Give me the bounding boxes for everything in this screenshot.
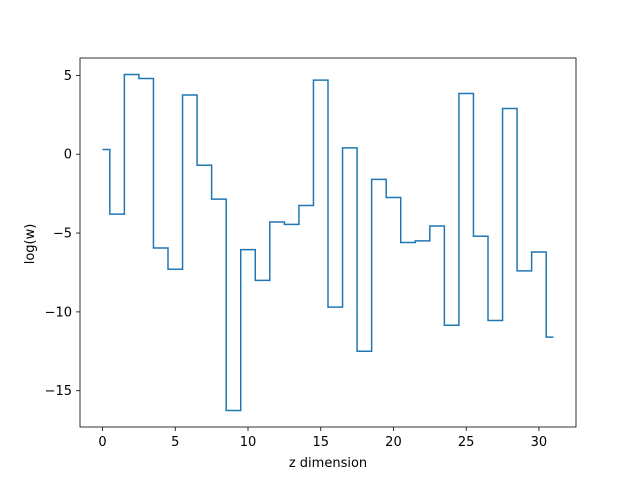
x-tick-label: 5 (171, 435, 179, 450)
y-tick-label: −10 (45, 305, 72, 320)
y-tick-label: 0 (64, 148, 72, 163)
axes-frame (79, 57, 577, 428)
y-tick-label: −15 (45, 384, 72, 399)
axis-ticks: 0 5 10 15 20 25 30 5 0 −5 −10 −15 (45, 69, 548, 450)
x-axis-label: z dimension (289, 456, 367, 471)
x-tick-label: 15 (312, 435, 329, 450)
x-tick-label: 20 (385, 435, 402, 450)
plot-area (79, 57, 577, 428)
x-tick-label: 10 (240, 435, 257, 450)
x-tick-label: 25 (458, 435, 475, 450)
series-line (102, 73, 554, 412)
y-axis-label: log(w) (23, 224, 38, 265)
x-tick-label: 0 (98, 435, 106, 450)
y-tick-label: 5 (64, 69, 72, 84)
y-tick-label: −5 (53, 227, 72, 242)
x-tick-label: 30 (531, 435, 548, 450)
